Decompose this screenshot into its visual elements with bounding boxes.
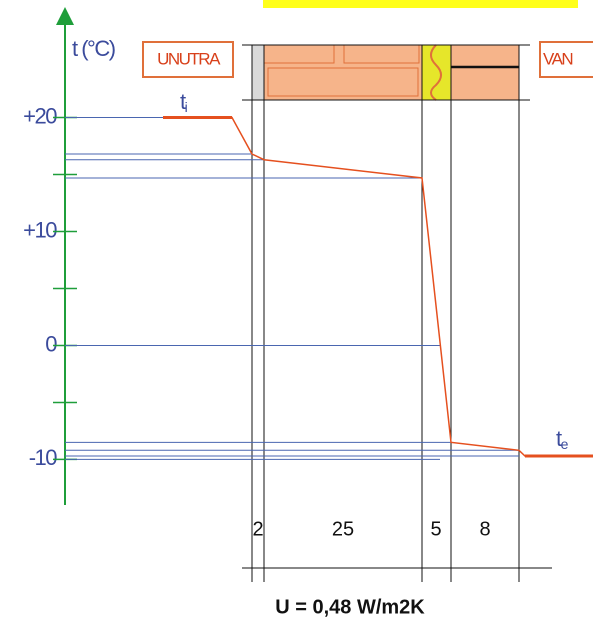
- subscript: i: [185, 99, 188, 115]
- boundary-lines: [242, 45, 552, 580]
- layer-thickness: 25: [332, 518, 354, 540]
- formula: U = 0,48 W/m2K: [275, 596, 425, 618]
- layer-thickness: 5: [430, 518, 441, 540]
- subscript: e: [561, 436, 569, 452]
- y-axis-label: t (°C): [72, 36, 115, 61]
- inside-temp-label: ti: [180, 89, 188, 115]
- layer-thickness: 8: [479, 518, 490, 540]
- outside-label: VAN: [543, 49, 572, 68]
- temperature-profile: [163, 116, 593, 457]
- outside-temp-label: te: [556, 426, 569, 452]
- highlight-bar: [263, 0, 578, 8]
- symbol: t: [556, 426, 562, 451]
- y-tick-label: 0: [45, 331, 57, 356]
- wall-section: [142, 41, 593, 101]
- y-tick-label: -10: [29, 445, 58, 470]
- layer-thickness: 2: [252, 518, 263, 540]
- y-tick-label: +20: [23, 103, 57, 128]
- y-axis-arrow: [56, 7, 74, 25]
- inside-label: UNUTRA: [157, 49, 221, 68]
- symbol: t: [180, 89, 186, 114]
- y-tick-label: +10: [23, 217, 57, 242]
